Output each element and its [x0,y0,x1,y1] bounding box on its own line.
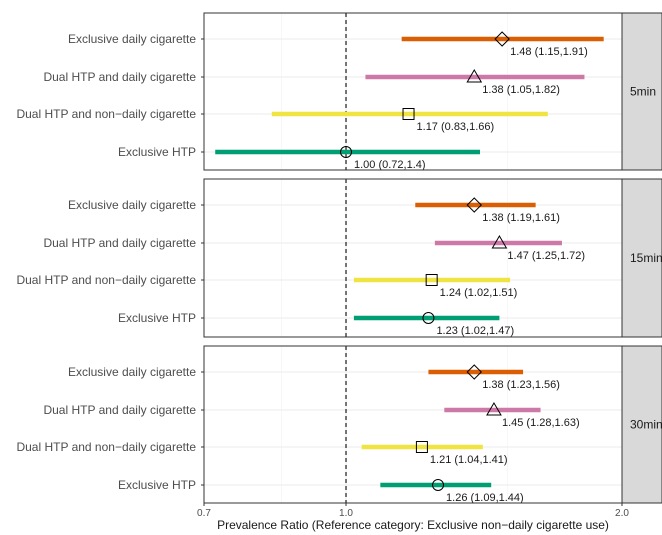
facet-strip-label: 5min [630,85,656,99]
estimate-label: 1.26 (1.09,1.44) [446,492,524,504]
facet-strip-label: 15min [630,251,662,265]
row-label: Dual HTP and non−daily cigarette [16,273,196,287]
estimate-label: 1.21 (1.04,1.41) [430,454,508,466]
row-label: Exclusive HTP [118,478,196,492]
row-label: Exclusive daily cigarette [68,32,196,46]
estimate-label: 1.38 (1.19,1.61) [482,212,560,224]
row-label: Dual HTP and non−daily cigarette [16,107,196,121]
facet-strip-label: 30min [630,418,662,432]
row-label: Exclusive HTP [118,311,196,325]
row-label: Exclusive daily cigarette [68,365,196,379]
estimate-label: 1.47 (1.25,1.72) [507,250,585,262]
estimate-label: 1.17 (0.83,1.66) [417,121,495,133]
estimate-label: 1.38 (1.05,1.82) [482,84,560,96]
row-label: Exclusive HTP [118,145,196,159]
row-label: Dual HTP and daily cigarette [43,403,196,417]
estimate-label: 1.48 (1.15,1.91) [510,46,588,58]
estimate-label: 1.45 (1.28,1.63) [502,417,580,429]
x-tick-label: 0.7 [197,508,211,519]
estimate-label: 1.24 (1.02,1.51) [440,287,518,299]
estimate-label: 1.00 (0.72,1.4) [354,159,426,171]
estimate-label: 1.38 (1.23,1.56) [482,379,560,391]
row-label: Dual HTP and daily cigarette [43,236,196,250]
row-label: Exclusive daily cigarette [68,198,196,212]
row-label: Dual HTP and non−daily cigarette [16,440,196,454]
x-tick-label: 2.0 [615,508,629,519]
x-axis-title: Prevalence Ratio (Reference category: Ex… [217,518,609,532]
row-label: Dual HTP and daily cigarette [43,70,196,84]
estimate-label: 1.23 (1.02,1.47) [436,325,514,337]
